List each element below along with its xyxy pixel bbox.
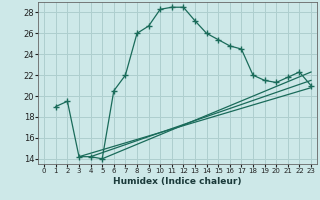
- X-axis label: Humidex (Indice chaleur): Humidex (Indice chaleur): [113, 177, 242, 186]
